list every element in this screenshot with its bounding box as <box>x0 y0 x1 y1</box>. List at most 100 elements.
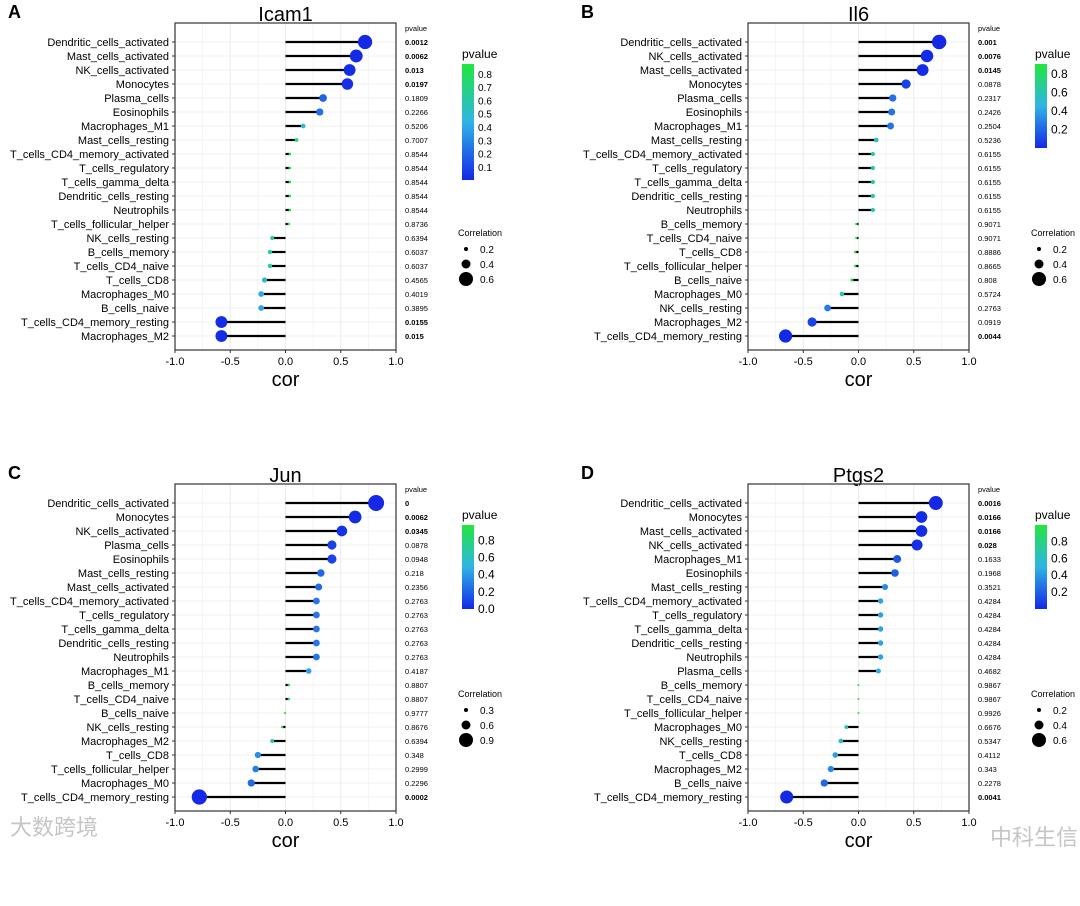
pvalue-label: 0.4019 <box>405 290 428 299</box>
chart-title: Il6 <box>848 4 869 26</box>
pvalue-label: 0.6676 <box>978 723 1001 732</box>
color-legend-tick: 0.6 <box>1051 85 1068 99</box>
category-label: NK_cells_activated <box>648 51 742 63</box>
lollipop-point <box>850 278 854 282</box>
category-label: T_cells_gamma_delta <box>634 177 742 189</box>
lollipop-point <box>857 684 860 686</box>
x-tick-label: -0.5 <box>794 356 813 368</box>
lollipop-point <box>875 668 881 674</box>
pvalue-label: 0.6037 <box>405 248 428 257</box>
category-label: Macrophages_M0 <box>654 289 742 301</box>
color-legend-tick: 0.6 <box>478 550 495 564</box>
x-tick-label: -1.0 <box>166 356 185 368</box>
pvalue-label: 0.4565 <box>405 276 428 285</box>
x-tick-label: -0.5 <box>221 817 240 829</box>
size-legend-tick: 0.6 <box>480 275 494 286</box>
lollipop-point <box>288 166 292 170</box>
lollipop-point <box>349 49 363 63</box>
pvalue-label: 0.9071 <box>978 220 1001 229</box>
lollipop-point <box>928 496 943 510</box>
lollipop-point <box>778 329 793 343</box>
lollipop-point <box>300 123 306 129</box>
x-tick-label: 1.0 <box>961 356 976 368</box>
size-legend-tick: 0.4 <box>480 260 494 271</box>
pvalue-label: 0.348 <box>405 751 424 760</box>
category-label: T_cells_CD8 <box>679 247 742 259</box>
lollipop-point <box>348 510 362 524</box>
category-label: Neutrophils <box>686 652 742 664</box>
pvalue-label: 0.2296 <box>405 779 428 788</box>
lollipop-point <box>288 152 292 156</box>
size-legend-tick: 0.2 <box>1053 706 1067 717</box>
size-legend-tick: 0.3 <box>480 706 494 717</box>
category-label: T_cells_follicular_helper <box>51 219 169 231</box>
panel-label: D <box>581 463 594 483</box>
x-tick-label: 0.5 <box>906 817 921 829</box>
lollipop-point <box>319 94 327 102</box>
lollipop-point <box>870 165 875 171</box>
pvalue-label: 0.8736 <box>405 220 428 229</box>
size-legend-tick: 0.4 <box>1053 260 1067 271</box>
chart-svg: C Jun Dendritic_cells_activated 0 Monocytes 0… <box>8 463 502 852</box>
color-legend-title: pvalue <box>1035 47 1071 61</box>
pvalue-label: 0.4284 <box>978 639 1001 648</box>
lollipop-point <box>313 653 320 661</box>
lollipop-point <box>832 752 839 758</box>
pvalue-label: 0.8807 <box>405 695 428 704</box>
color-legend-title: pvalue <box>462 47 498 61</box>
lollipop-point <box>313 597 320 605</box>
pvalue-label: 0.0948 <box>405 555 428 564</box>
color-legend-tick: 0.7 <box>478 83 492 94</box>
lollipop-point <box>267 263 273 269</box>
size-legend-dot <box>1032 272 1046 286</box>
category-label: Macrophages_M1 <box>654 121 742 133</box>
size-legend-dot <box>459 272 473 286</box>
color-legend-tick: 0.2 <box>478 150 492 161</box>
pvalue-label: 0.5347 <box>978 737 1001 746</box>
category-label: Monocytes <box>689 512 743 524</box>
x-tick-label: 1.0 <box>961 817 976 829</box>
size-legend-dot <box>1037 708 1041 712</box>
category-label: Mast_cells_activated <box>640 526 742 538</box>
size-legend-title: Correlation <box>1031 228 1075 238</box>
lollipop-point <box>824 304 831 312</box>
lollipop-point <box>341 78 354 90</box>
pvalue-label: 0.8665 <box>978 262 1001 271</box>
pvalue-label: 0.6155 <box>978 192 1001 201</box>
lollipop-point <box>780 790 794 804</box>
category-label: T_cells_follicular_helper <box>624 708 742 720</box>
size-legend-tick: 0.4 <box>1053 721 1067 732</box>
category-label: Macrophages_M1 <box>81 666 169 678</box>
size-legend-title: Correlation <box>1031 689 1075 699</box>
lollipop-point <box>853 264 857 268</box>
chart-svg: B Il6 Dendritic_cells_activated 0.001 NK_cel… <box>581 2 1075 391</box>
category-label: NK_cells_activated <box>648 540 742 552</box>
lollipop-point <box>920 49 934 63</box>
pvalue-label: 0.6394 <box>405 234 428 243</box>
lollipop-point <box>870 179 875 185</box>
pvalue-label: 0.4187 <box>405 667 428 676</box>
pvalue-label: 0.6155 <box>978 178 1001 187</box>
lollipop-point <box>287 683 291 687</box>
lollipop-point <box>267 249 273 255</box>
pvalue-label: 0.6155 <box>978 206 1001 215</box>
lollipop-point <box>258 305 265 311</box>
category-label: Macrophages_M2 <box>654 317 742 329</box>
category-label: B_cells_naive <box>101 303 169 315</box>
pvalue-label: 0.3521 <box>978 583 1001 592</box>
lollipop-point <box>889 94 897 102</box>
x-tick-label: 0.0 <box>278 356 293 368</box>
category-label: Mast_cells_activated <box>640 65 742 77</box>
lollipop-point <box>888 108 896 116</box>
pvalue-label: 0.8544 <box>405 192 428 201</box>
lollipop-point <box>215 316 228 328</box>
pvalue-label: 0.0155 <box>405 318 428 327</box>
pvalue-label: 0.9926 <box>978 709 1001 718</box>
pvalue-label: 0.2763 <box>978 304 1001 313</box>
panel-label: C <box>8 463 21 483</box>
category-label: Eosinophils <box>113 107 170 119</box>
lollipop-point <box>877 640 884 646</box>
x-tick-label: 1.0 <box>388 817 403 829</box>
size-legend-dot <box>461 259 471 269</box>
pvalue-label: 0.2504 <box>978 122 1001 131</box>
